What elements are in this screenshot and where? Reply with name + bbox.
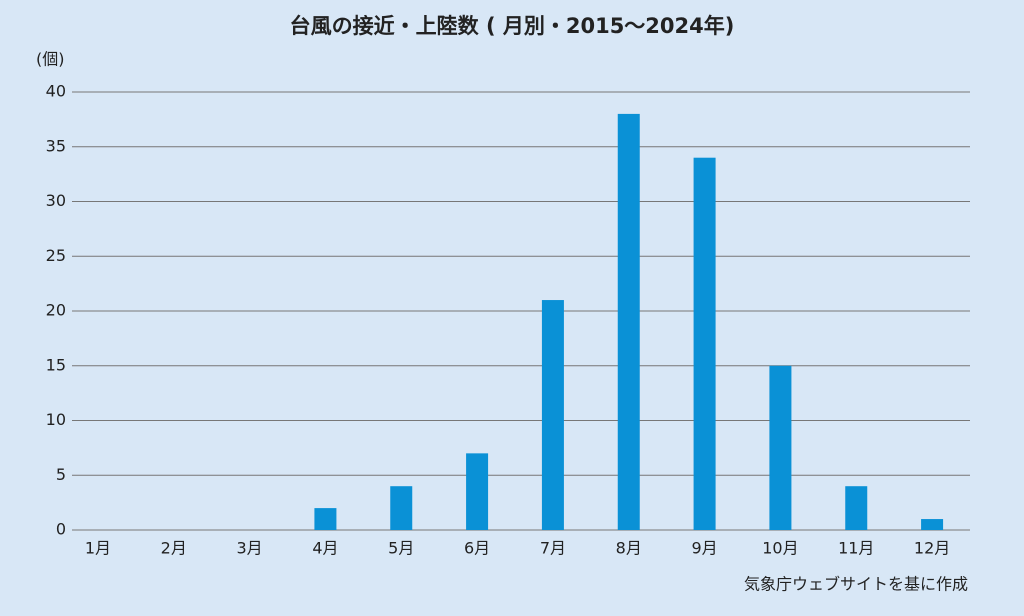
bar [693,157,716,530]
x-tick-label: 12月 [914,539,950,558]
bar [769,365,792,530]
bar [617,113,640,531]
y-tick-label: 40 [46,82,66,101]
bar [921,519,944,530]
y-tick-label: 5 [56,465,66,484]
x-tick-label: 5月 [388,539,414,558]
x-tick-label: 7月 [540,539,566,558]
y-tick-label: 25 [46,246,66,265]
x-tick-label: 2月 [161,539,187,558]
y-tick-label: 20 [46,301,66,320]
x-tick-label: 4月 [312,539,338,558]
y-tick-label: 15 [46,355,66,374]
y-tick-label: 35 [46,136,66,155]
y-tick-label: 0 [56,520,66,539]
x-tick-label: 9月 [691,539,717,558]
y-tick-label: 30 [46,191,66,210]
x-tick-label: 6月 [464,539,490,558]
bar [466,453,489,530]
bar [390,486,413,530]
bar [845,486,868,530]
x-tick-label: 1月 [85,539,111,558]
source: 気象庁ウェブサイトを基に作成 [744,575,968,594]
chart-title: 台風の接近・上陸数 ( 月別・2015～2024年) [290,14,735,38]
y-unit: (個) [36,50,65,69]
x-tick-label: 10月 [762,539,798,558]
x-tick-label: 11月 [838,539,874,558]
bar [541,300,564,530]
x-tick-label: 3月 [236,539,262,558]
y-tick-label: 10 [46,410,66,429]
x-tick-label: 8月 [616,539,642,558]
bar [314,508,337,530]
